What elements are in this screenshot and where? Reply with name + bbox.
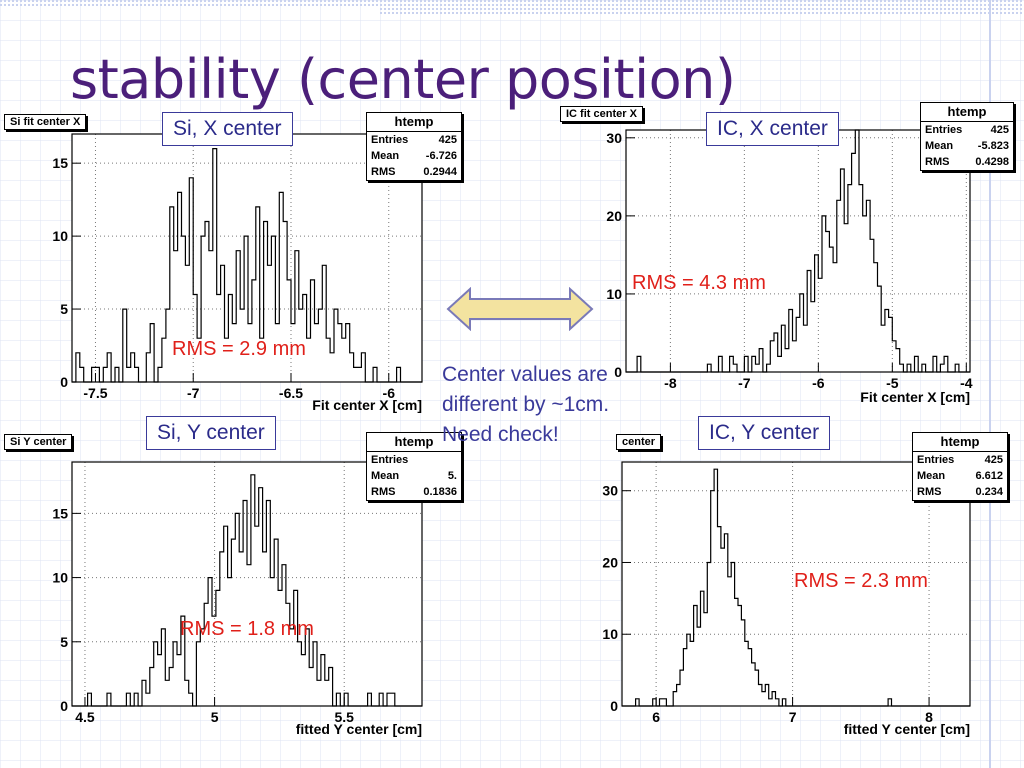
- y-tick-label: 15: [52, 155, 68, 171]
- rms-annotation: RMS = 1.8 mm: [180, 618, 314, 640]
- histogram-ic-y-center: 6 7 8 0 10 20 30 fitted Y center [cm]: [602, 461, 971, 737]
- stats-entries-label: Entries: [371, 134, 409, 146]
- y-tick-label: 0: [610, 698, 618, 714]
- histogram-outline: [72, 148, 422, 383]
- stats-title: htemp: [913, 433, 1007, 452]
- x-tick-label: -6.5: [279, 385, 303, 401]
- callout-label: IC, X center: [706, 112, 839, 146]
- rms-annotation: RMS = 2.3 mm: [794, 570, 928, 592]
- y-tick-label: 20: [606, 208, 622, 224]
- stats-rms-value: 0.234: [975, 486, 1003, 498]
- stats-rms-label: RMS: [925, 156, 950, 168]
- histogram-si-y-center: 4.5 5 5.5 0 5 10 15 fitted Y center [cm]: [52, 461, 423, 737]
- y-tick-label: 10: [602, 626, 618, 642]
- rms-annotation: RMS = 2.9 mm: [172, 338, 306, 360]
- x-axis-label: fitted Y center [cm]: [296, 721, 422, 737]
- stats-box: htemp Entries 425 Mean -6.726 RMS 0.2944: [366, 112, 462, 181]
- stats-mean-value: -5.823: [977, 140, 1009, 152]
- x-tick-label: -7: [738, 375, 751, 391]
- stats-box: htemp Entries Mean 5. RMS 0.1836: [366, 432, 462, 501]
- stats-mean-value: 6.612: [975, 470, 1003, 482]
- histogram-title: Si fit center X: [4, 114, 87, 130]
- rms-annotation: RMS = 4.3 mm: [632, 272, 766, 294]
- stats-entries-value: 425: [984, 454, 1003, 466]
- stats-entries-label: Entries: [925, 124, 963, 136]
- y-tick-label: 10: [52, 228, 68, 244]
- stats-mean-label: Mean: [925, 140, 954, 152]
- x-tick-label: 7: [789, 709, 797, 725]
- x-tick-label: 5: [211, 709, 219, 725]
- stats-mean-label: Mean: [371, 150, 400, 162]
- y-tick-label: 15: [52, 505, 68, 521]
- stats-rms-label: RMS: [917, 486, 942, 498]
- histogram-title: Si Y center: [4, 434, 73, 450]
- stats-mean-label: Mean: [371, 470, 400, 482]
- x-tick-label: 8: [925, 709, 933, 725]
- y-tick-label: 0: [60, 374, 68, 390]
- stats-entries-value: 425: [438, 134, 457, 146]
- y-tick-label: 30: [602, 483, 618, 499]
- stats-rms-label: RMS: [371, 166, 396, 178]
- x-tick-label: -5: [886, 375, 899, 391]
- plot-frame: [71, 461, 423, 707]
- stats-rms-value: 0.2944: [423, 166, 457, 178]
- y-tick-label: 30: [606, 130, 622, 146]
- stats-title: htemp: [921, 103, 1013, 122]
- histogram-title: center: [616, 434, 662, 450]
- x-tick-label: 5.5: [334, 709, 354, 725]
- stats-rms-value: 0.4298: [975, 156, 1009, 168]
- stats-rms-value: 0.1836: [423, 486, 457, 498]
- stats-title: htemp: [367, 433, 461, 452]
- stats-mean-value: 5.: [447, 470, 457, 482]
- stats-entries-value: 425: [990, 124, 1009, 136]
- x-axis-label: Fit center X [cm]: [860, 389, 970, 405]
- plot-area: [622, 462, 970, 706]
- y-tick-label: 5: [60, 634, 68, 650]
- plot-area: [72, 134, 422, 382]
- slide-title: stability (center position): [70, 48, 736, 111]
- stats-mean-value: -6.726: [425, 150, 457, 162]
- x-tick-label: 4.5: [75, 709, 95, 725]
- stats-box: htemp Entries 425 Mean -5.823 RMS 0.4298: [920, 102, 1014, 171]
- stats-entries-label: Entries: [371, 454, 409, 466]
- y-tick-label: 20: [602, 554, 618, 570]
- x-axis-label: fitted Y center [cm]: [844, 721, 970, 737]
- x-tick-label: -8: [664, 375, 677, 391]
- x-tick-label: -7.5: [83, 385, 107, 401]
- stats-rms-label: RMS: [371, 486, 396, 498]
- callout-label: Si, X center: [162, 112, 293, 146]
- stats-box: htemp Entries 425 Mean 6.612 RMS 0.234: [912, 432, 1008, 501]
- histogram-outline: [622, 468, 970, 707]
- plot-area: [626, 130, 970, 372]
- y-tick-label: 10: [52, 570, 68, 586]
- stats-title: htemp: [367, 113, 461, 132]
- y-tick-label: 0: [60, 698, 68, 714]
- stats-mean-label: Mean: [917, 470, 946, 482]
- x-tick-label: 6: [652, 709, 660, 725]
- y-tick-label: 10: [606, 286, 622, 302]
- histogram-outline: [72, 474, 422, 707]
- panel-si-y-center: 4.5 5 5.5 0 5 10 15 fitted Y center [cm] Si Y c…: [0, 416, 470, 746]
- x-tick-label: -6: [383, 385, 396, 401]
- histogram-title: IC fit center X: [560, 106, 643, 122]
- callout-label: Si, Y center: [146, 416, 276, 450]
- x-axis-label: Fit center X [cm]: [312, 397, 422, 413]
- histogram-si-x-center: -7.5 -7 -6.5 -6 0 5 10 15 Fit center X [cm]: [52, 133, 423, 413]
- panel-si-x-center: -7.5 -7 -6.5 -6 0 5 10 15 Fit center X [cm] Si f…: [0, 108, 470, 420]
- panel-ic-y-center: 6 7 8 0 10 20 30 fitted Y center [cm] center IC…: [558, 416, 1008, 746]
- top-band: [380, 0, 1024, 16]
- stats-entries-label: Entries: [917, 454, 955, 466]
- panel-ic-x-center: -8 -7 -6 -5 -4 0 10 20 30 Fit center X [cm] IC fi…: [558, 100, 1014, 414]
- x-tick-label: -6: [812, 375, 825, 391]
- double-arrow-icon: [446, 287, 594, 331]
- x-tick-label: -7: [187, 385, 200, 401]
- histogram-ic-x-center: -8 -7 -6 -5 -4 0 10 20 30 Fit center X [cm]: [606, 129, 973, 405]
- y-tick-label: 0: [614, 364, 622, 380]
- x-tick-label: -4: [960, 375, 973, 391]
- plot-frame: [621, 461, 971, 707]
- callout-label: IC, Y center: [698, 416, 831, 450]
- center-note: Center values are different by ~1cm. Nee…: [442, 363, 610, 446]
- y-tick-label: 5: [60, 301, 68, 317]
